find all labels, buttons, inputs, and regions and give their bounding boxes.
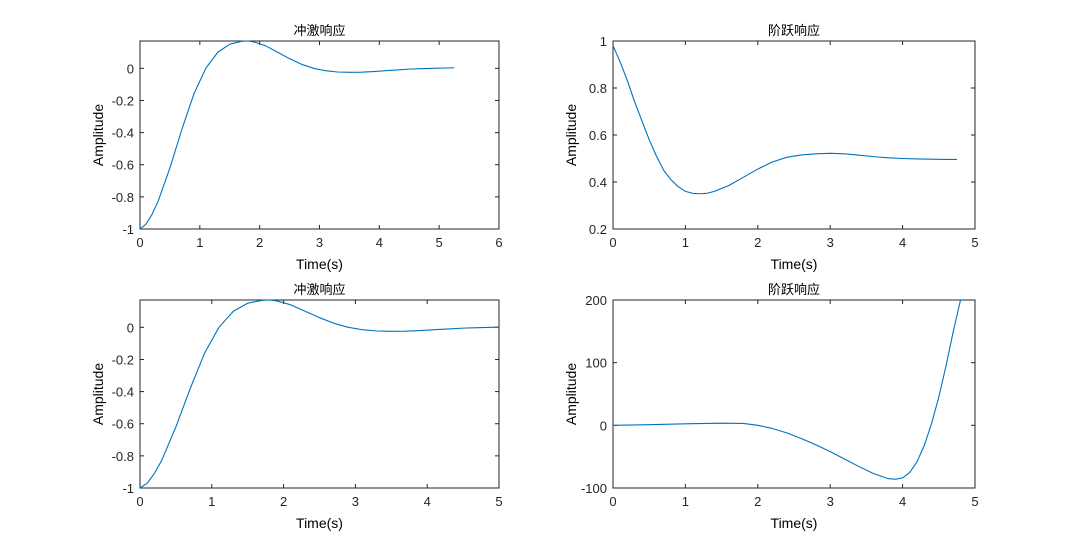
series-line [139,299,500,489]
x-tick-label: 3 [316,235,323,250]
y-axis-label: Amplitude [563,104,579,166]
x-tick-label: 6 [495,235,502,250]
y-tick-label: 0 [600,418,607,433]
y-tick-label: 0.4 [589,175,607,190]
x-tick-label: 1 [196,235,203,250]
chart-title: 阶跃响应 [768,23,820,39]
plot-area-3 [139,299,500,489]
y-tick-label: -0.8 [112,190,134,205]
x-tick-label: 2 [754,494,761,509]
x-tick-label: 1 [682,494,689,509]
x-tick-label: 0 [609,235,616,250]
chart-title: 阶跃响应 [768,282,820,298]
y-tick-label: -1 [122,481,134,496]
x-tick-label: 4 [376,235,383,250]
y-axis-label: Amplitude [90,363,106,425]
x-tick-label: 4 [899,494,906,509]
x-tick-label: 3 [827,235,834,250]
x-tick-label: 4 [899,235,906,250]
chart-title: 冲激响应 [293,282,345,298]
y-tick-label: -0.4 [112,126,134,141]
series-line [139,40,455,230]
plot-area-4 [612,299,976,489]
x-tick-label: 0 [609,494,616,509]
x-tick-label: 5 [971,235,978,250]
x-tick-label: 5 [495,494,502,509]
x-tick-label: 0 [136,494,143,509]
x-tick-label: 1 [682,235,689,250]
y-tick-label: 0 [127,61,134,76]
y-tick-label: 0.8 [589,81,607,96]
x-tick-label: 5 [436,235,443,250]
y-tick-label: -0.6 [112,417,134,432]
y-tick-label: -1 [122,222,134,237]
x-tick-label: 4 [424,494,431,509]
y-tick-label: 0.6 [589,128,607,143]
plot-area-1 [139,40,500,230]
x-tick-label: 0 [136,235,143,250]
y-axis-label: Amplitude [90,104,106,166]
y-axis-label: Amplitude [563,363,579,425]
y-tick-label: -0.2 [112,352,134,367]
x-axis-label: Time(s) [771,515,818,531]
x-axis-label: Time(s) [296,256,343,272]
y-tick-label: -0.8 [112,449,134,464]
x-tick-label: 3 [827,494,834,509]
y-tick-label: -0.4 [112,385,134,400]
y-tick-label: 0 [127,320,134,335]
plot-area-2 [612,40,976,230]
y-tick-label: 0.2 [589,222,607,237]
x-tick-label: 3 [352,494,359,509]
y-tick-label: -0.6 [112,158,134,173]
x-axis-label: Time(s) [771,256,818,272]
x-tick-label: 5 [971,494,978,509]
x-axis-label: Time(s) [296,515,343,531]
x-tick-label: 1 [208,494,215,509]
series-line [612,45,957,195]
x-tick-label: 2 [280,494,287,509]
y-tick-label: -100 [581,481,607,496]
y-tick-label: 200 [585,293,607,308]
y-tick-label: 1 [600,34,607,49]
x-tick-label: 2 [754,235,761,250]
y-tick-label: -0.2 [112,93,134,108]
y-tick-label: 100 [585,356,607,371]
x-tick-label: 2 [256,235,263,250]
chart-title: 冲激响应 [293,23,345,39]
series-line [612,299,962,480]
